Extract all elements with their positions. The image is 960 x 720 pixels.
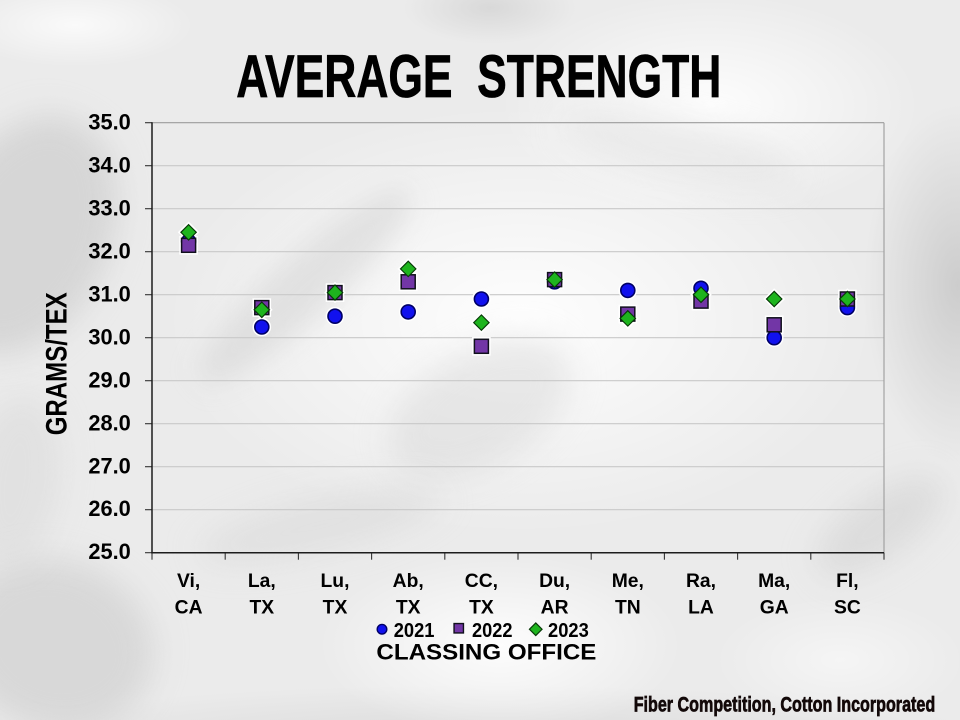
svg-text:32.0: 32.0 <box>88 238 130 263</box>
svg-text:Ra,: Ra, <box>686 571 716 592</box>
svg-text:Me,: Me, <box>612 571 644 592</box>
svg-text:27.0: 27.0 <box>88 453 130 478</box>
svg-text:35.0: 35.0 <box>88 109 130 134</box>
svg-text:34.0: 34.0 <box>88 152 130 177</box>
svg-text:29.0: 29.0 <box>88 367 130 392</box>
svg-text:CLASSING OFFICE: CLASSING OFFICE <box>376 639 596 664</box>
svg-text:GRAMS/TEX: GRAMS/TEX <box>41 292 74 435</box>
svg-text:Vi,: Vi, <box>177 571 200 592</box>
svg-text:Du,: Du, <box>539 571 570 592</box>
svg-text:Fiber Competition, Cotton Inco: Fiber Competition, Cotton Incorporated <box>634 692 936 716</box>
svg-text:GA: GA <box>760 597 789 618</box>
svg-text:Fl,: Fl, <box>836 571 859 592</box>
svg-text:TX: TX <box>396 597 421 618</box>
svg-text:CA: CA <box>175 597 203 618</box>
svg-text:TX: TX <box>469 597 494 618</box>
svg-text:La,: La, <box>248 571 276 592</box>
svg-text:31.0: 31.0 <box>88 281 130 306</box>
svg-text:TX: TX <box>249 597 274 618</box>
svg-text:Lu,: Lu, <box>321 571 350 592</box>
svg-text:30.0: 30.0 <box>88 324 130 349</box>
svg-text:2023: 2023 <box>548 619 589 642</box>
svg-text:SC: SC <box>834 597 861 618</box>
svg-text:TN: TN <box>615 597 641 618</box>
svg-text:33.0: 33.0 <box>88 195 130 220</box>
svg-text:26.0: 26.0 <box>88 496 130 521</box>
svg-text:LA: LA <box>688 597 714 618</box>
svg-text:2022: 2022 <box>472 619 513 642</box>
svg-text:Ab,: Ab, <box>393 571 424 592</box>
svg-text:Ma,: Ma, <box>758 571 790 592</box>
svg-text:CC,: CC, <box>465 571 498 592</box>
svg-text:28.0: 28.0 <box>88 410 130 435</box>
svg-text:25.0: 25.0 <box>88 539 130 564</box>
svg-text:AR: AR <box>541 597 569 618</box>
svg-text:TX: TX <box>323 597 348 618</box>
svg-text:AVERAGE STRENGTH: AVERAGE STRENGTH <box>236 42 721 110</box>
svg-text:2021: 2021 <box>394 619 435 642</box>
